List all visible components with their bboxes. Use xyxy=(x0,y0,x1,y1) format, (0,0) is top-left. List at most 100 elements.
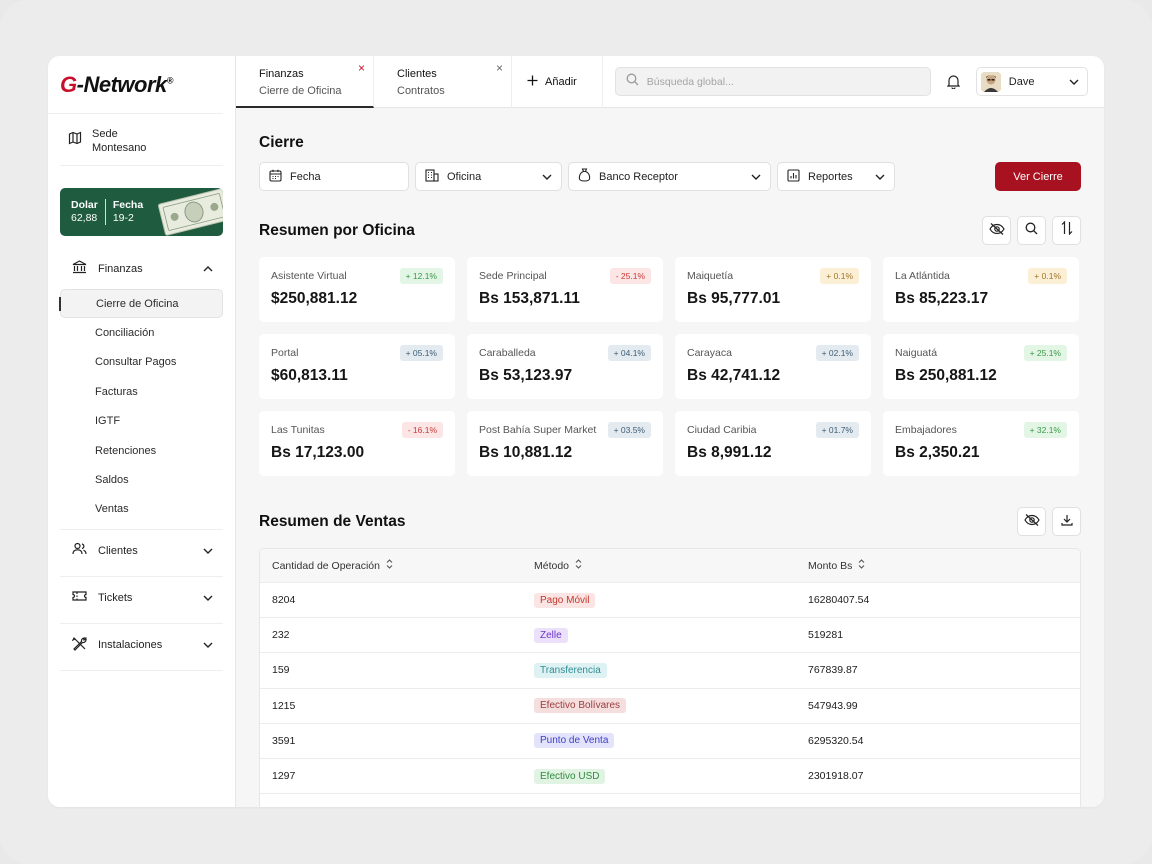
office-card[interactable]: Post Bahía Super Market Bs 10,881.12 + 03.… xyxy=(467,411,663,476)
table-row[interactable]: 232 Zelle 519281 xyxy=(260,618,1080,654)
office-card[interactable]: Carayaca Bs 42,741.12 + 02.1% xyxy=(675,334,871,399)
office-total: $250,881.12 xyxy=(271,290,358,307)
cell-metodo: Zelle xyxy=(534,627,808,643)
bell-icon[interactable] xyxy=(945,73,963,91)
nav-item-facturas[interactable]: Facturas xyxy=(95,385,138,398)
table-row[interactable]: 3591 Punto de Venta 6295320.54 xyxy=(260,724,1080,759)
ver-cierre-button[interactable]: Ver Cierre xyxy=(995,162,1081,191)
download-icon xyxy=(1060,513,1073,531)
column-header-metodo[interactable]: Método xyxy=(534,559,808,572)
office-card[interactable]: La Atlántida Bs 85,223.17 + 0.1% xyxy=(883,257,1079,322)
tab-finanzas[interactable]: Finanzas Cierre de Oficina × xyxy=(236,56,374,108)
cell-metodo: Efectivo USD xyxy=(534,768,808,784)
office-name: Portal xyxy=(271,347,299,359)
banco-receptor-select[interactable]: Banco Receptor xyxy=(568,162,771,191)
tab-title: Finanzas xyxy=(259,67,304,80)
office-card[interactable]: Ciudad Caribia Bs 8,991.12 + 01.7% xyxy=(675,411,871,476)
nav-clientes-label: Clientes xyxy=(98,544,138,557)
resumen-ventas-title: Resumen de Ventas xyxy=(259,512,406,530)
nav-item-cierre-de-oficina[interactable]: Cierre de Oficina xyxy=(59,289,223,319)
dolar-value: 62,88 xyxy=(71,212,98,224)
office-name: Ciudad Caribia xyxy=(687,424,757,436)
logo[interactable]: G-Network® xyxy=(48,56,223,114)
reportes-select[interactable]: Reportes xyxy=(777,162,895,191)
hide-button[interactable] xyxy=(982,216,1011,245)
office-total: Bs 10,881.12 xyxy=(479,444,573,461)
nav-item-retenciones[interactable]: Retenciones xyxy=(95,444,157,457)
chevron-down-icon xyxy=(751,171,761,183)
cell-cantidad: 8204 xyxy=(272,594,296,607)
tab-subtitle: Contratos xyxy=(397,84,445,97)
change-badge: - 25.1% xyxy=(609,268,651,284)
office-name: Sede Principal xyxy=(479,270,547,282)
resumen-oficina-title: Resumen por Oficina xyxy=(259,221,415,239)
add-tab-button[interactable]: Añadir xyxy=(512,56,603,108)
office-card[interactable]: Caraballeda Bs 53,123.97 + 04.1% xyxy=(467,334,663,399)
office-name: La Atlántida xyxy=(895,270,950,282)
column-header-cantidad[interactable]: Cantidad de Operación xyxy=(260,559,534,572)
avatar xyxy=(980,71,1001,92)
tools-icon xyxy=(71,636,88,654)
office-card[interactable]: Maiquetía Bs 95,777.01 + 0.1% xyxy=(675,257,871,322)
sort-icon xyxy=(858,559,865,572)
nav-clientes-toggle[interactable]: Clientes xyxy=(60,530,223,571)
table-row[interactable]: 1215 Efectivo Bolívares 547943.99 xyxy=(260,689,1080,724)
column-header-monto[interactable]: Monto Bs xyxy=(808,559,1080,572)
cell-cantidad: 3591 xyxy=(272,734,296,747)
logo-text: G-Network® xyxy=(60,72,173,98)
logo-g: G xyxy=(60,71,77,97)
sede-selector[interactable]: Sede Montesano xyxy=(60,114,223,166)
office-name: Asistente Virtual xyxy=(271,270,347,282)
table-row[interactable]: 159 Transferencia 767839.87 xyxy=(260,653,1080,689)
search-button[interactable] xyxy=(1017,216,1046,245)
tab-clientes[interactable]: Clientes Contratos × xyxy=(374,56,512,108)
topbar: Finanzas Cierre de Oficina × Clientes Co… xyxy=(236,56,1104,108)
nav-item-saldos[interactable]: Saldos xyxy=(95,474,129,487)
cell-cantidad: 1215 xyxy=(272,699,296,712)
office-card[interactable]: Asistente Virtual $250,881.12 + 12.1% xyxy=(259,257,455,322)
table-row[interactable]: 8204 Pago Móvil 16280407.54 xyxy=(260,583,1080,619)
global-search[interactable] xyxy=(614,67,931,96)
table-row[interactable]: 1297 Efectivo USD 2301918.07 xyxy=(260,759,1080,795)
plus-icon xyxy=(527,75,538,89)
office-total: Bs 17,123.00 xyxy=(271,444,365,461)
fecha-filter[interactable]: Fecha xyxy=(259,162,409,191)
office-card[interactable]: Portal $60,813.11 + 05.1% xyxy=(259,334,455,399)
eye-off-icon xyxy=(988,222,1005,240)
nav-finanzas-toggle[interactable]: Finanzas xyxy=(60,248,223,289)
nav-tickets-toggle[interactable]: Tickets xyxy=(60,577,223,618)
eye-off-icon xyxy=(1023,513,1040,531)
office-card[interactable]: Sede Principal Bs 153,871.11 - 25.1% xyxy=(467,257,663,322)
user-menu[interactable]: Dave xyxy=(975,67,1088,96)
hide-button[interactable] xyxy=(1017,507,1046,536)
nav-item-igtf[interactable]: IGTF xyxy=(95,415,121,428)
resumen-oficina-actions xyxy=(982,216,1081,245)
change-badge: + 05.1% xyxy=(399,345,443,361)
change-badge: + 0.1% xyxy=(1028,268,1067,284)
nav-item-conciliacion[interactable]: Conciliación xyxy=(95,327,155,340)
nav-item-consultar-pagos[interactable]: Consultar Pagos xyxy=(95,356,177,369)
office-card[interactable]: Las Tunitas Bs 17,123.00 - 16.1% xyxy=(259,411,455,476)
nav-instalaciones-toggle[interactable]: Instalaciones xyxy=(60,624,223,665)
sort-button[interactable] xyxy=(1052,216,1081,245)
oficina-select[interactable]: Oficina xyxy=(415,162,562,191)
nav-instalaciones: Instalaciones xyxy=(60,624,223,665)
nav-item-ventas[interactable]: Ventas xyxy=(95,503,129,516)
search-input[interactable] xyxy=(646,75,907,88)
sede-label: Sede Montesano xyxy=(92,127,146,155)
fecha-value: 19-2 xyxy=(112,212,134,224)
office-total: Bs 53,123.97 xyxy=(479,367,573,384)
close-icon[interactable]: × xyxy=(357,60,365,75)
change-badge: + 12.1% xyxy=(399,268,443,284)
change-badge: + 0.1% xyxy=(820,268,859,284)
close-icon[interactable]: × xyxy=(495,60,503,75)
nav-finanzas-label: Finanzas xyxy=(98,262,143,275)
office-card[interactable]: Embajadores Bs 2,350.21 + 32.1% xyxy=(883,411,1079,476)
column-label: Método xyxy=(534,559,570,572)
office-card[interactable]: Naiguatá Bs 250,881.12 + 25.1% xyxy=(883,334,1079,399)
filters-bar: Fecha Oficina Banco Receptor xyxy=(259,162,1081,191)
download-button[interactable] xyxy=(1052,507,1081,536)
cell-monto: 767839.87 xyxy=(808,664,858,677)
nav-clientes: Clientes xyxy=(60,530,223,571)
